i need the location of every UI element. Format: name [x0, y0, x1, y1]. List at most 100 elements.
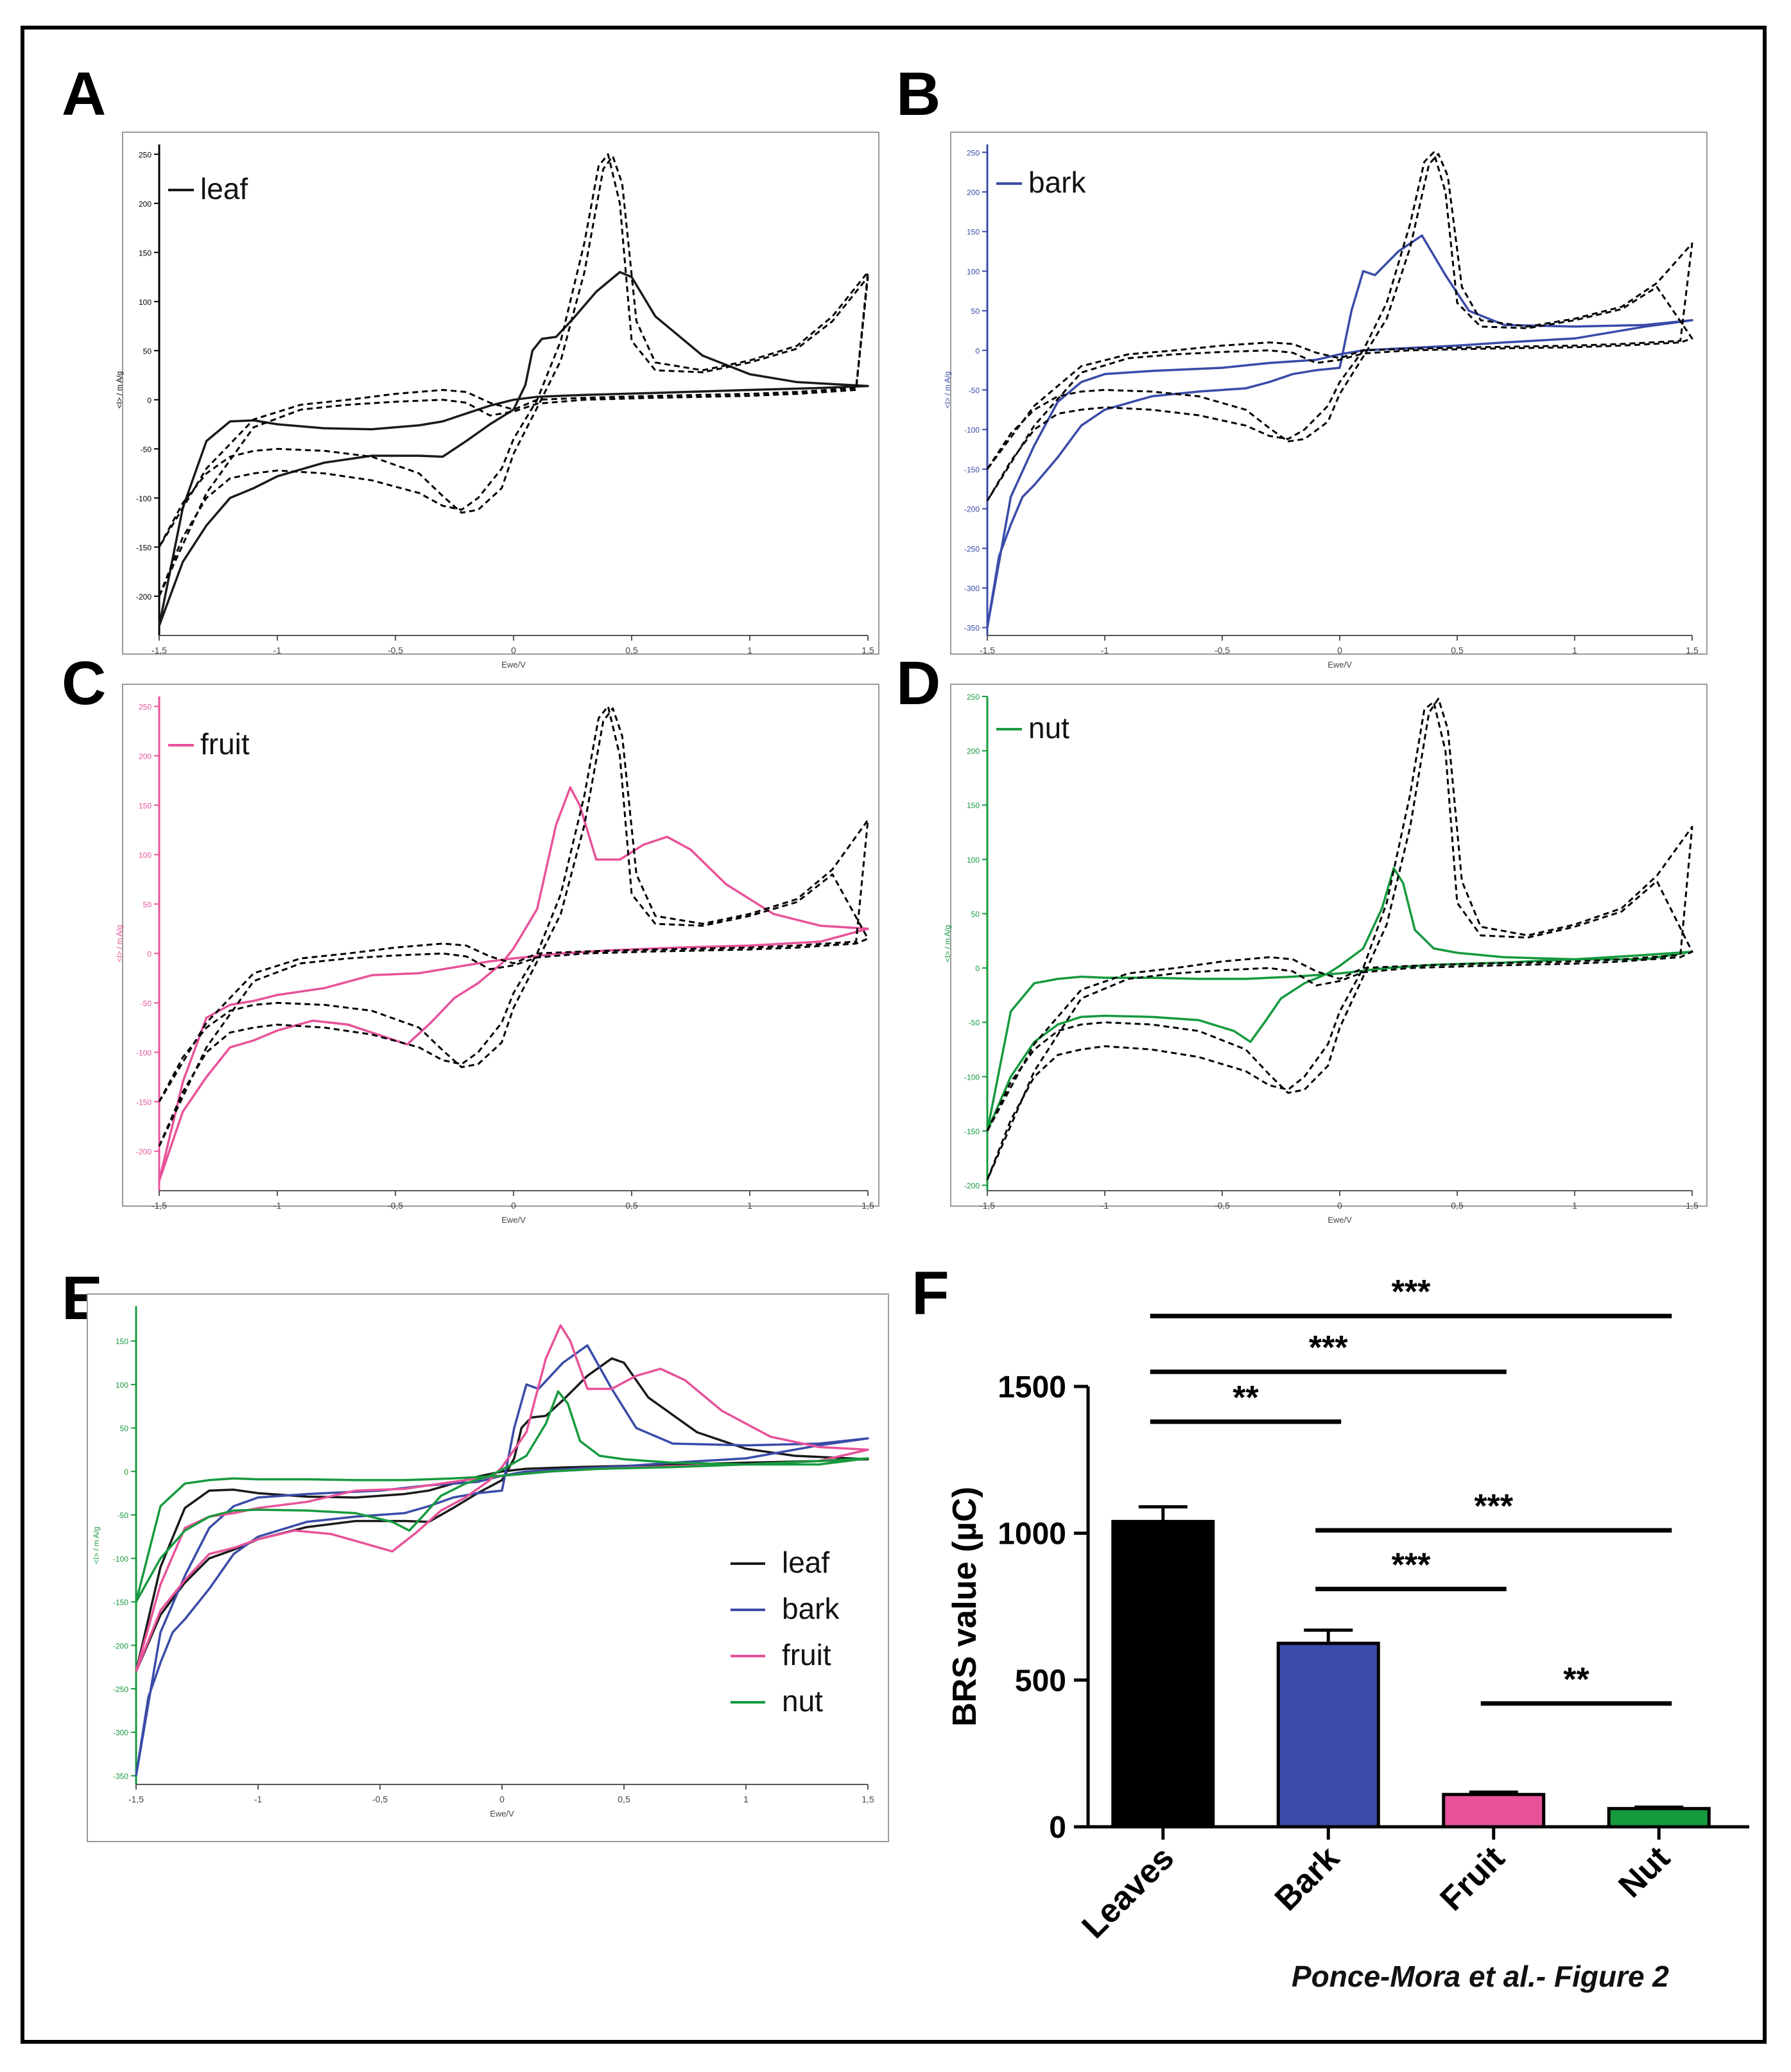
panel-d-x-axis-label: Ewe/V: [1328, 1215, 1352, 1225]
panel-b-x-tick-label: -1: [1101, 645, 1109, 655]
panel-label-c: C: [62, 649, 107, 718]
panel-e-x-axis-label: Ewe/V: [490, 1809, 514, 1818]
panel-b-x-tick-label: 1: [1572, 645, 1577, 655]
panel-e-y-axis-label: <I> / m A/g: [92, 1526, 101, 1564]
panel-c-y-tick-label: -150: [136, 1098, 151, 1107]
panel-f-significance-label: ***: [1392, 1547, 1431, 1584]
panel-a-y-tick-label: 50: [143, 347, 152, 356]
panel-c-x-tick-label: 0,5: [625, 1200, 638, 1211]
panel-f-y-tick-label: 1500: [998, 1370, 1066, 1404]
panel-d-series-reference-1: [986, 697, 1693, 1132]
panel-b-y-tick-label: 150: [967, 228, 980, 237]
panel-e-series-fruit: [135, 1324, 869, 1672]
panel-e-series-bark: [135, 1344, 869, 1776]
panel-d-y-tick-label: 200: [967, 747, 980, 756]
panel-d-legend-label: nut: [1028, 711, 1069, 745]
panel-d-y-axis-label: <I> / m A/g: [943, 925, 952, 962]
panel-b-y-tick-label: 0: [975, 347, 980, 356]
panel-b-series-reference-2: [986, 151, 1693, 501]
panel-f-category-label-fruit: Fruit: [1433, 1839, 1512, 1918]
panel-a-y-tick-label: -150: [136, 543, 151, 552]
panel-f-y-tick-label: 1000: [998, 1517, 1066, 1551]
panel-d-x-tick-label: 0,5: [1451, 1200, 1464, 1211]
panel-f-bar-fruit: [1442, 1793, 1546, 1829]
panel-a-y-tick-label: 200: [139, 200, 151, 209]
panel-a-y-tick-label: -200: [136, 592, 151, 601]
panel-c-x-tick-label: -1,5: [151, 1200, 167, 1211]
panel-b-legend-label: bark: [1028, 166, 1086, 199]
panel-a-x-tick-label: 0: [511, 645, 516, 655]
panel-f-category-label-leaves: Leaves: [1075, 1839, 1182, 1946]
panel-label-a: A: [62, 60, 107, 128]
panel-f-category-label-nut: Nut: [1611, 1839, 1677, 1904]
panel-c-series-fruit: [158, 786, 869, 1182]
panel-e-y-tick-label: 100: [116, 1381, 128, 1390]
panel-b-y-tick-label: 250: [967, 148, 980, 157]
panel-f-significance-label: ***: [1309, 1329, 1348, 1367]
panel-f-y-tick-label: 0: [1049, 1811, 1066, 1845]
panel-d-x-tick-label: 0: [1337, 1200, 1342, 1211]
panel-d-y-tick-label: -100: [964, 1073, 980, 1082]
panel-e-x-tick-label: 0: [499, 1794, 505, 1804]
panel-c-series-reference-1: [158, 707, 869, 1103]
panel-a-plot-frame: [122, 132, 879, 655]
panel-b-y-tick-label: 200: [967, 188, 980, 197]
panel-b-plot-frame: [950, 132, 1708, 655]
panel-c-y-tick-label: -100: [136, 1048, 151, 1057]
panel-b-y-tick-label: -200: [964, 505, 980, 514]
panel-a-series-reference-2: [158, 153, 869, 597]
panel-e-series-leaf: [135, 1357, 869, 1672]
panel-c-series-reference-2: [158, 705, 869, 1147]
panel-a-x-tick-label: -1,5: [151, 645, 167, 655]
panel-e-x-tick-label: 1: [743, 1794, 748, 1804]
panel-e-legend-label-fruit: fruit: [782, 1638, 831, 1671]
panel-b-x-tick-label: -0,5: [1215, 645, 1230, 655]
panel-b-y-axis-label: <I> / m A/g: [943, 371, 952, 408]
panel-e-x-tick-label: -1: [254, 1794, 263, 1804]
panel-f-significance-label: **: [1233, 1379, 1259, 1417]
panel-e-y-tick-label: 0: [124, 1467, 128, 1476]
panel-d-x-tick-label: -1: [1101, 1200, 1109, 1211]
panel-e-x-tick-label: 1,5: [861, 1794, 874, 1804]
panel-c-x-tick-label: 1,5: [861, 1200, 874, 1211]
panel-e-x-tick-label: -0,5: [372, 1794, 388, 1804]
panel-b-y-tick-label: -100: [964, 426, 980, 435]
panel-c-y-tick-label: 0: [147, 949, 151, 958]
panel-d-y-tick-label: 50: [971, 910, 980, 919]
panel-d-series-nut: [986, 867, 1693, 1132]
panel-e-y-tick-label: -300: [113, 1729, 128, 1738]
panel-e-y-tick-label: -150: [113, 1598, 128, 1607]
panel-f-significance-label: **: [1563, 1661, 1589, 1698]
panel-d-y-tick-label: -200: [964, 1182, 980, 1191]
figure-frame: [21, 26, 1767, 2044]
panel-f-bar-leaves: [1111, 1519, 1215, 1829]
panel-c-x-tick-label: -1: [273, 1200, 282, 1211]
panel-d-plot-frame: [950, 684, 1708, 1207]
panel-c-y-tick-label: 100: [139, 850, 151, 859]
panel-c-y-tick-label: 50: [143, 900, 152, 909]
panel-b-y-tick-label: 100: [967, 267, 980, 276]
panel-e-legend-label-bark: bark: [782, 1592, 840, 1625]
panel-c-y-axis-label: <I> / m A/g: [115, 925, 124, 962]
panel-label-b: B: [896, 60, 941, 128]
panel-d-y-tick-label: 250: [967, 693, 980, 702]
panel-c-x-tick-label: -0,5: [388, 1200, 403, 1211]
panel-f-y-axis-label: BRS value (µC): [946, 1487, 983, 1727]
panel-c-y-tick-label: 150: [139, 801, 151, 810]
panel-b-series-reference-1: [986, 153, 1693, 470]
panel-f-y-tick-label: 500: [1015, 1664, 1066, 1698]
panel-b-y-tick-label: -300: [964, 584, 980, 593]
panel-b-x-tick-label: 0: [1337, 645, 1342, 655]
panel-a-x-tick-label: -1: [273, 645, 282, 655]
panel-a-x-tick-label: 1: [747, 645, 752, 655]
panel-b-x-tick-label: 0,5: [1451, 645, 1464, 655]
panel-label-f: F: [912, 1259, 949, 1327]
panel-e-y-tick-label: -50: [117, 1511, 129, 1520]
panel-b-x-axis-label: Ewe/V: [1328, 660, 1352, 669]
panel-e-y-tick-label: -200: [113, 1641, 128, 1650]
panel-label-d: D: [896, 649, 941, 718]
panel-a-y-tick-label: -100: [136, 494, 151, 503]
panel-d-y-tick-label: -150: [964, 1127, 980, 1136]
panel-a-y-tick-label: 250: [139, 150, 151, 159]
panel-c-y-tick-label: 200: [139, 752, 151, 761]
